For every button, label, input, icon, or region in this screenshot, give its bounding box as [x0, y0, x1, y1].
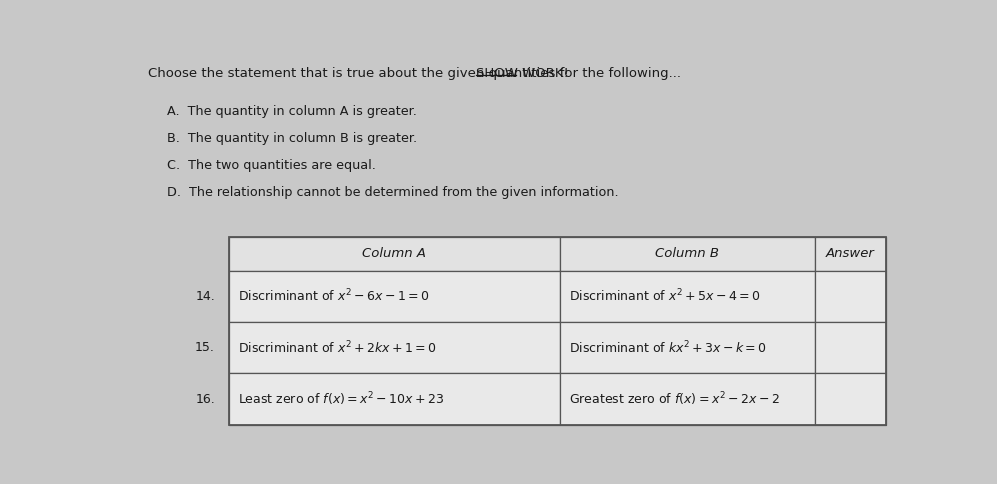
- Text: Discriminant of $kx^2+3x-k=0$: Discriminant of $kx^2+3x-k=0$: [569, 339, 767, 356]
- Text: Discriminant of $x^2-6x-1=0$: Discriminant of $x^2-6x-1=0$: [238, 288, 430, 304]
- Text: D.  The relationship cannot be determined from the given information.: D. The relationship cannot be determined…: [167, 186, 619, 199]
- FancyBboxPatch shape: [229, 271, 559, 322]
- FancyBboxPatch shape: [559, 237, 815, 271]
- FancyBboxPatch shape: [559, 322, 815, 373]
- Text: Discriminant of $x^2+5x-4=0$: Discriminant of $x^2+5x-4=0$: [569, 288, 761, 304]
- FancyBboxPatch shape: [815, 271, 885, 322]
- FancyBboxPatch shape: [815, 322, 885, 373]
- Text: B.  The quantity in column B is greater.: B. The quantity in column B is greater.: [167, 132, 418, 145]
- FancyBboxPatch shape: [229, 322, 559, 373]
- Text: Answer: Answer: [826, 247, 874, 260]
- FancyBboxPatch shape: [229, 237, 559, 271]
- Text: Column B: Column B: [655, 247, 719, 260]
- Text: Choose the statement that is true about the given quantities for the following..: Choose the statement that is true about …: [148, 67, 685, 80]
- FancyBboxPatch shape: [815, 373, 885, 425]
- Text: Greatest zero of $f(x)=x^2-2x-2$: Greatest zero of $f(x)=x^2-2x-2$: [569, 390, 780, 408]
- Text: C.  The two quantities are equal.: C. The two quantities are equal.: [167, 159, 376, 172]
- FancyBboxPatch shape: [559, 271, 815, 322]
- Text: Least zero of $f(x)=x^2-10x+23$: Least zero of $f(x)=x^2-10x+23$: [238, 390, 445, 408]
- Text: SHOW WORK!: SHOW WORK!: [476, 67, 568, 80]
- Text: 16.: 16.: [195, 393, 215, 406]
- Text: 14.: 14.: [195, 290, 215, 302]
- FancyBboxPatch shape: [559, 373, 815, 425]
- Text: Column A: Column A: [362, 247, 427, 260]
- FancyBboxPatch shape: [815, 237, 885, 271]
- FancyBboxPatch shape: [229, 373, 559, 425]
- Text: 15.: 15.: [195, 341, 215, 354]
- Text: A.  The quantity in column A is greater.: A. The quantity in column A is greater.: [167, 105, 417, 118]
- Text: Discriminant of $x^2+2kx+1=0$: Discriminant of $x^2+2kx+1=0$: [238, 339, 437, 356]
